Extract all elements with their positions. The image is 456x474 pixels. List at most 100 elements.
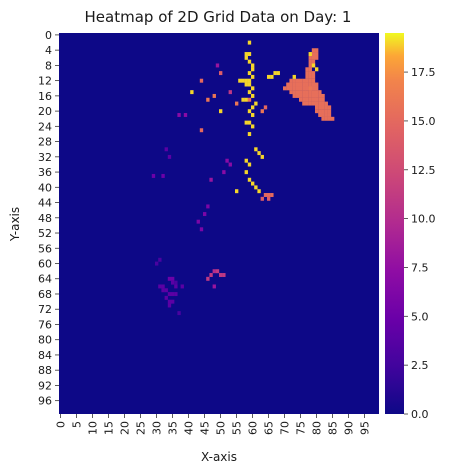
heatmap-cell — [315, 48, 319, 53]
heatmap-cell — [324, 105, 328, 110]
heatmap-cell — [257, 189, 261, 194]
heatmap-cell — [315, 101, 319, 106]
heatmap-cell — [209, 273, 213, 277]
heatmap-cell — [308, 67, 312, 72]
heatmap-cell — [164, 288, 168, 293]
heatmap-cell — [177, 113, 181, 117]
y-tick-label: 88 — [38, 364, 52, 377]
heatmap-cell — [254, 147, 258, 152]
heatmap-cell — [161, 288, 165, 293]
heatmap-cell — [311, 90, 316, 95]
heatmap-cell — [305, 101, 309, 106]
heatmap-cell — [315, 67, 319, 72]
colorbar-ticks: 0.0 2.5 5.0 7.5 10.0 12.5 15.0 17.5 — [404, 66, 436, 421]
heatmap-cell — [251, 63, 255, 68]
heatmap-cell — [251, 113, 255, 117]
heatmap-cell — [315, 97, 319, 102]
heatmap-cell — [244, 120, 248, 125]
heatmap-cell — [289, 90, 293, 95]
heatmap-cell — [267, 196, 271, 201]
heatmap-cell — [247, 59, 252, 64]
x-tick-label: 35 — [167, 421, 180, 435]
heatmap-cell — [199, 128, 204, 133]
heatmap-cell — [308, 97, 312, 102]
heatmap-cell — [263, 193, 268, 197]
heatmap-cell — [215, 63, 220, 68]
heatmap-cell — [308, 101, 312, 106]
heatmap-cell — [305, 78, 309, 83]
heatmap-cell — [305, 82, 309, 87]
heatmap-cell — [247, 78, 252, 83]
heatmap-cell — [321, 109, 325, 114]
heatmap-cell — [260, 196, 264, 201]
heatmap-cell — [180, 284, 184, 289]
heatmap-cell — [171, 276, 175, 281]
heatmap-cells — [151, 40, 335, 316]
heatmap-plot-area — [59, 33, 379, 414]
heatmap-cell — [311, 55, 316, 60]
heatmap-cell — [308, 63, 312, 68]
x-tick-label: 0 — [55, 421, 68, 428]
heatmap-cell — [321, 113, 325, 117]
heatmap-cell — [308, 74, 312, 79]
x-tick-label: 45 — [199, 421, 212, 435]
heatmap-cell — [295, 82, 300, 87]
heatmap-cell — [311, 78, 316, 83]
x-axis-ticks: 0 5 10 15 20 25 30 35 40 45 50 55 60 65 70 75 80 85 90 95 — [55, 414, 372, 435]
heatmap-cell — [315, 86, 319, 91]
heatmap-cell — [318, 90, 322, 95]
heatmap-cell — [174, 292, 178, 297]
heatmap-cell — [302, 90, 306, 95]
heatmap-cell — [299, 86, 303, 91]
heatmap-cell — [321, 97, 325, 102]
heatmap-cell — [311, 86, 316, 91]
heatmap-cell — [286, 82, 290, 87]
heatmap-cell — [161, 173, 165, 178]
heatmap-cell — [241, 97, 245, 102]
colorbar-tick-label: 5.0 — [411, 310, 429, 323]
heatmap-cell — [177, 311, 181, 316]
y-tick-label: 80 — [38, 334, 52, 347]
heatmap-cell — [167, 154, 172, 159]
heatmap-cell — [292, 82, 296, 87]
heatmap-cell — [270, 193, 274, 197]
x-tick-label: 70 — [279, 421, 292, 435]
heatmap-cell — [302, 97, 306, 102]
x-tick-label: 80 — [311, 421, 324, 435]
heatmap-cell — [251, 74, 255, 79]
colorbar-gradient — [385, 33, 404, 414]
y-tick-label: 92 — [38, 379, 52, 392]
heatmap-cell — [302, 82, 306, 87]
heatmap-cell — [244, 170, 248, 175]
heatmap-cell — [164, 295, 168, 300]
heatmap-cell — [158, 284, 162, 289]
heatmap-cell — [305, 67, 309, 72]
heatmap-cell — [327, 105, 332, 110]
heatmap-cell — [247, 40, 252, 45]
heatmap-cell — [206, 276, 210, 281]
heatmap-cell — [311, 82, 316, 87]
heatmap-cell — [318, 113, 322, 117]
heatmap-cell — [321, 101, 325, 106]
heatmap-cell — [251, 93, 255, 98]
heatmap-cell — [158, 257, 162, 262]
heatmap-cell — [174, 284, 178, 289]
heatmap-cell — [235, 189, 239, 194]
y-tick-label: 72 — [38, 303, 52, 316]
heatmap-cell — [308, 93, 312, 98]
heatmap-cell — [219, 71, 223, 76]
heatmap-cell — [311, 71, 316, 76]
heatmap-cell — [289, 78, 293, 83]
heatmap-cell — [174, 280, 178, 285]
heatmap-cell — [164, 147, 168, 152]
heatmap-cell — [318, 105, 322, 110]
colorbar-tick-label: 10.0 — [411, 213, 436, 226]
heatmap-cell — [254, 185, 258, 190]
heatmap-cell — [241, 78, 245, 83]
heatmap-cell — [308, 82, 312, 87]
y-tick-label: 32 — [38, 151, 52, 164]
heatmap-cell — [324, 101, 328, 106]
y-tick-label: 84 — [38, 349, 52, 362]
heatmap-cell — [308, 78, 312, 83]
x-tick-label: 95 — [359, 421, 372, 435]
